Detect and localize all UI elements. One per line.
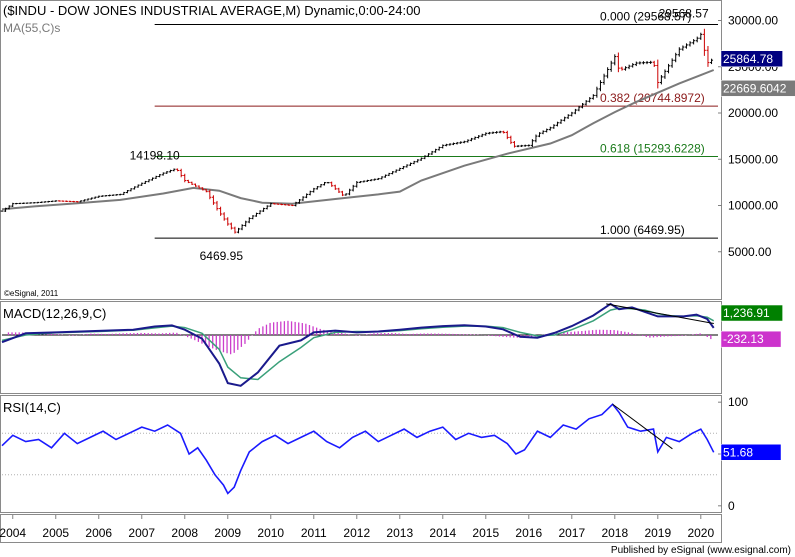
x-tick-label-9: 2013 (386, 526, 413, 540)
x-tick-label-11: 2015 (472, 526, 499, 540)
price-y-axis: 30000.0025000.0020000.0015000.0010000.00… (718, 14, 778, 259)
macd-last-label-0-box (720, 304, 783, 322)
price-annotation-0: 29568.57 (659, 6, 709, 20)
price-last-label-1-box (720, 80, 795, 97)
rsi-panel: RSI(14,C) 100500 51.68 (0, 395, 782, 513)
fib-label-3: 1.000 (6469.95) (600, 223, 685, 237)
macd-trendline (606, 303, 714, 324)
price-bars (0, 28, 714, 234)
macd-last-label-1: -232.13 (723, 332, 764, 346)
macd-panel: MACD(12,26,9,C) 1,236.91 -232.13 (0, 301, 783, 394)
x-tick-label-15: 2019 (644, 526, 671, 540)
rsi-last-label-0-box (720, 444, 782, 461)
rsi-trendline (612, 403, 673, 450)
price-annotation-2: 6469.95 (200, 249, 244, 263)
x-tick-label-12: 2016 (515, 526, 542, 540)
x-tick-label-6: 2010 (257, 526, 284, 540)
macd-last-value-labels: 1,236.91 -232.13 (720, 304, 783, 348)
x-tick-label-5: 2009 (214, 526, 241, 540)
x-tick-label-7: 2011 (301, 526, 327, 540)
rsi-y-tick-label-0: 100 (728, 395, 748, 409)
x-tick-label-1: 2005 (42, 526, 69, 540)
fib-label-0: 0.000 (29568.57) (600, 9, 691, 23)
x-tick-label-13: 2017 (558, 526, 585, 540)
x-tick-label-2: 2006 (85, 526, 112, 540)
price-y-tick-label-3: 15000.00 (728, 152, 778, 166)
price-panel: ($INDU - DOW JONES INDUSTRIAL AVERAGE,M)… (0, 0, 795, 300)
macd-trendline (606, 303, 714, 324)
price-last-label-0: 25864.78 (723, 52, 773, 66)
price-y-tick-label-5: 5000.00 (728, 245, 772, 259)
price-last-label-1: 22669.6042 (723, 81, 787, 95)
price-title: ($INDU - DOW JONES INDUSTRIAL AVERAGE,M)… (3, 3, 421, 18)
x-tick-label-10: 2014 (429, 526, 456, 540)
ma-indicator-label: MA(55,C)s (3, 21, 60, 35)
price-y-tick-label-0: 30000.00 (728, 14, 778, 28)
esignal-watermark: ©eSignal, 2011 (4, 289, 59, 298)
fibonacci-levels: 0.000 (29568.57) 0.382 (20744.8972) 0.618 … (154, 9, 718, 239)
rsi-series (1, 403, 715, 495)
rsi-last-label-0: 51.68 (723, 445, 753, 459)
rsi-last-value-labels: 51.68 (720, 444, 782, 461)
price-last-value-labels: 25864.78 22669.6042 (720, 50, 795, 97)
x-axis-frame (0, 514, 722, 543)
price-y-tick-label-2: 20000.00 (728, 106, 778, 120)
macd-title: MACD(12,26,9,C) (3, 306, 106, 321)
price-annotations: 29568.57 14198.10 6469.95 (130, 6, 709, 263)
rsi-panel-frame (0, 395, 722, 513)
macd-histogram (7, 320, 712, 355)
fib-label-1: 0.382 (20744.8972) (600, 91, 705, 105)
rsi-line (1, 403, 715, 495)
x-tick-label-4: 2008 (171, 526, 198, 540)
ma55-line (1, 69, 715, 211)
fib-label-2: 0.618 (15293.6228) (600, 142, 705, 156)
footer-credit: Published by eSignal (www.esignal.com) (611, 545, 791, 556)
macd-last-label-1-box (720, 330, 782, 348)
price-last-label-0-box (720, 50, 783, 68)
rsi-title: RSI(14,C) (3, 400, 61, 415)
rsi-y-tick-label-2: 0 (728, 499, 735, 513)
x-tick-label-14: 2018 (601, 526, 628, 540)
x-axis: 2004 2005 2006 2007 2008 2009 2010 2011 2012 2013… (0, 514, 722, 543)
x-tick-label-16: 2020 (687, 526, 714, 540)
rsi-trendline (612, 403, 673, 450)
macd-last-label-0: 1,236.91 (723, 306, 770, 320)
x-tick-label-8: 2012 (343, 526, 370, 540)
ma-series (1, 69, 715, 211)
x-tick-label-0: 2004 (0, 526, 26, 540)
price-annotation-1: 14198.10 (130, 149, 180, 163)
macd-panel-frame (0, 301, 722, 394)
x-tick-label-3: 2007 (128, 526, 155, 540)
price-panel-frame (0, 0, 722, 300)
price-y-tick-label-4: 10000.00 (728, 199, 778, 213)
